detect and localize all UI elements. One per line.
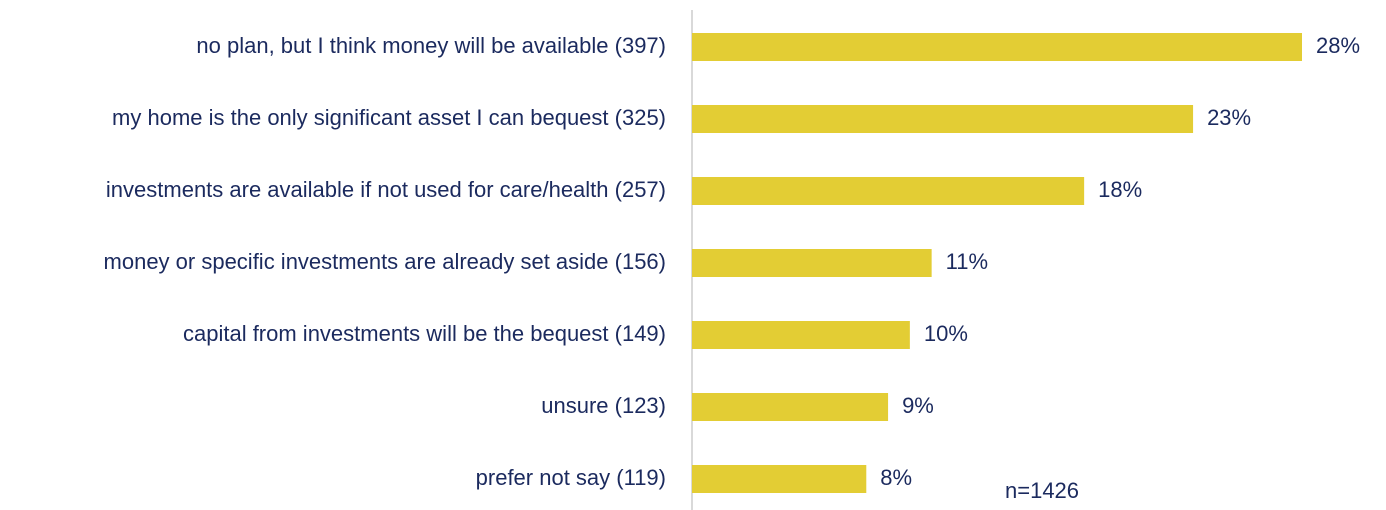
category-label: money or specific investments are alread… (104, 249, 666, 274)
data-label: 9% (902, 393, 934, 418)
bar (692, 177, 1085, 205)
bar (692, 105, 1194, 133)
bar (692, 249, 932, 277)
data-label: 18% (1098, 177, 1142, 202)
bar (692, 465, 867, 493)
data-label: 8% (880, 465, 912, 490)
bar (692, 33, 1302, 61)
bar (692, 321, 910, 349)
data-label: 28% (1316, 33, 1360, 58)
category-label: unsure (123) (541, 393, 666, 418)
category-label: investments are available if not used fo… (106, 177, 666, 202)
data-label: 10% (924, 321, 968, 346)
bar (692, 393, 889, 421)
annotation: n=1426 (1005, 478, 1079, 503)
category-label: my home is the only significant asset I … (112, 105, 666, 130)
data-label: 11% (946, 249, 988, 274)
category-label: prefer not say (119) (476, 465, 666, 490)
category-label: capital from investments will be the beq… (183, 321, 666, 346)
data-label: 23% (1207, 105, 1251, 130)
category-label: no plan, but I think money will be avail… (196, 33, 666, 58)
